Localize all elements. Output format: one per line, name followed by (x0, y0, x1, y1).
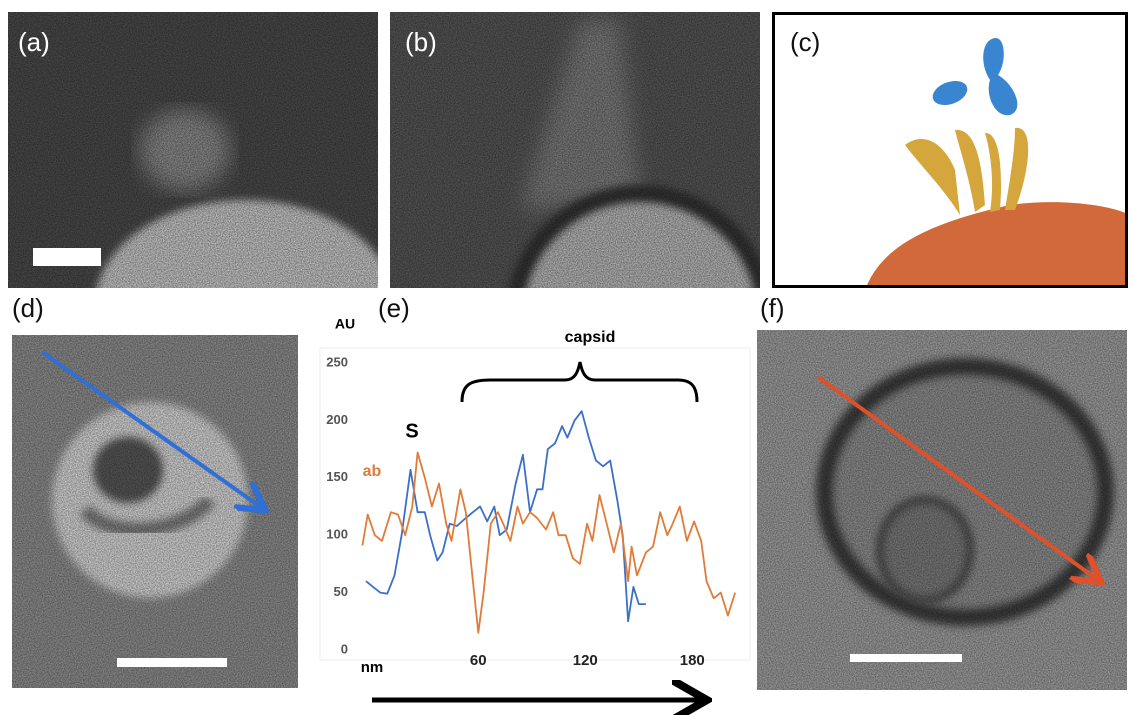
micrograph-a (8, 12, 378, 288)
y-tick-label: 0 (341, 641, 348, 656)
arrow (816, 375, 1098, 580)
micrograph-b (390, 12, 760, 288)
panel-label: (f) (760, 293, 785, 323)
series-label: S (405, 420, 418, 442)
x-tick-label: 60 (470, 652, 487, 669)
y-tick-label: 100 (326, 527, 348, 542)
capsid-brace (460, 361, 699, 403)
series-label: ab (363, 463, 382, 480)
scale-bar (117, 658, 227, 667)
micrograph-f (757, 330, 1127, 690)
panel-label: (e) (378, 293, 410, 323)
series-line (365, 410, 646, 623)
y-tick-label: 200 (326, 412, 348, 427)
scale-bar (850, 654, 962, 662)
x-tick-label: 180 (680, 652, 705, 669)
panel-label: (d) (12, 293, 44, 323)
panel-border (772, 12, 1128, 288)
y-tick-label: 250 (326, 354, 348, 369)
y-tick-label: 50 (334, 584, 348, 599)
scale-bar (33, 248, 101, 266)
line-chart: 0 50 100 150 200 250 60 120 180 AU nm capsid Sab (319, 316, 751, 700)
panel-label: (a) (18, 27, 50, 57)
annotation: capsid (565, 329, 616, 346)
panel-label: (b) (405, 27, 437, 57)
y-axis-label: AU (335, 316, 355, 332)
schematic-c (774, 14, 1126, 286)
arrow (40, 350, 262, 508)
panel-label: (c) (790, 27, 820, 57)
micrograph-d (12, 335, 298, 688)
series-line (361, 451, 736, 634)
x-tick-label: 120 (573, 652, 598, 669)
x-axis-label: nm (361, 659, 384, 676)
plot-area (319, 347, 751, 661)
y-tick-label: 150 (326, 469, 348, 484)
